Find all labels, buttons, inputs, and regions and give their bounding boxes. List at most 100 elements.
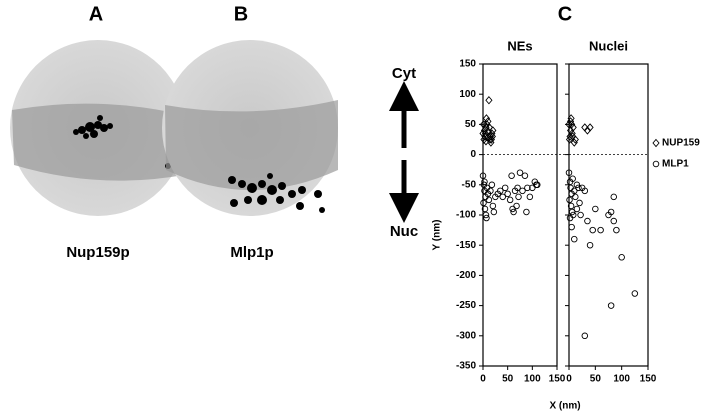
- point: [487, 187, 494, 195]
- x-axis-label: X (nm): [549, 401, 580, 412]
- point: [566, 214, 574, 222]
- point: [577, 211, 584, 219]
- point: [482, 211, 490, 219]
- point: [597, 226, 604, 234]
- point: [513, 202, 520, 210]
- y-tick-label: 50: [465, 119, 477, 130]
- x-tick-label: 100: [524, 374, 541, 385]
- panel-label: B: [234, 3, 248, 25]
- y-axis-label: Y (nm): [432, 220, 443, 251]
- x-tick-label: 150: [549, 374, 566, 385]
- point: [479, 172, 487, 179]
- point: [565, 169, 573, 176]
- panel-label: C: [558, 3, 572, 25]
- point: [483, 214, 490, 222]
- point: [569, 123, 577, 132]
- point: [573, 205, 581, 213]
- point: [480, 126, 489, 135]
- x-tick-label: 0: [566, 374, 572, 385]
- y-tick-label: -50: [462, 179, 477, 190]
- x-tick-label: 0: [480, 374, 486, 385]
- point: [480, 199, 487, 207]
- point: [485, 196, 493, 204]
- point: [566, 117, 575, 126]
- point: [610, 193, 618, 201]
- panel-label: A: [89, 3, 103, 25]
- point: [479, 129, 487, 138]
- point: [607, 208, 615, 216]
- point: [576, 199, 583, 207]
- y-tick-label: -100: [456, 210, 476, 221]
- point: [489, 202, 497, 210]
- point: [571, 235, 578, 243]
- point: [586, 241, 594, 249]
- point: [514, 184, 521, 192]
- point: [607, 302, 615, 309]
- plot-frame: [568, 63, 649, 367]
- point: [566, 126, 575, 135]
- point: [573, 181, 581, 189]
- point: [575, 184, 582, 192]
- y-tick-label: 150: [459, 59, 476, 70]
- x-tick-label: 100: [613, 374, 630, 385]
- x-tick-label: 50: [590, 374, 602, 385]
- point: [484, 127, 493, 136]
- point: [565, 120, 573, 129]
- point: [485, 96, 493, 105]
- caption: Mlp1p: [230, 244, 273, 261]
- point: [504, 190, 511, 198]
- point: [568, 129, 576, 138]
- point: [484, 117, 492, 126]
- point: [584, 217, 591, 225]
- y-tick-label: -300: [456, 330, 476, 341]
- point: [571, 135, 579, 144]
- x-tick-label: 150: [640, 374, 657, 385]
- point: [592, 205, 599, 213]
- chart-title: Nuclei: [589, 38, 628, 53]
- x-tick-label: 50: [502, 374, 514, 385]
- y-tick-label: -200: [456, 270, 476, 281]
- y-tick-label: -250: [456, 300, 476, 311]
- y-tick-label: -150: [456, 240, 476, 251]
- y-tick-label: 100: [459, 89, 476, 100]
- point: [508, 172, 515, 179]
- arrow-label: Cyt: [392, 65, 416, 82]
- point: [488, 181, 496, 189]
- point: [581, 332, 589, 340]
- point: [567, 114, 575, 123]
- point: [515, 193, 522, 201]
- point: [519, 187, 526, 195]
- point: [534, 181, 541, 189]
- point: [516, 169, 524, 176]
- chart-title: NEs: [507, 38, 532, 53]
- point: [589, 226, 596, 234]
- point: [485, 123, 494, 132]
- point: [618, 254, 625, 261]
- micrograph-b: [162, 40, 338, 216]
- caption: Nup159p: [66, 244, 129, 261]
- point: [581, 187, 589, 195]
- point: [568, 208, 576, 216]
- point: [572, 193, 579, 201]
- point: [631, 290, 639, 297]
- point: [568, 223, 575, 231]
- legend-label: NUP159: [662, 138, 700, 149]
- point: [566, 132, 574, 141]
- point: [569, 175, 576, 183]
- legend-marker: [652, 138, 660, 148]
- point: [482, 114, 491, 123]
- legend-label: MLP1: [662, 159, 689, 170]
- point: [583, 126, 592, 135]
- point: [506, 196, 514, 204]
- point: [524, 184, 531, 192]
- legend-marker: [652, 160, 660, 168]
- y-tick-label: -350: [456, 361, 476, 372]
- point: [510, 208, 517, 216]
- point: [613, 226, 620, 234]
- point: [481, 205, 489, 213]
- point: [567, 202, 575, 210]
- micrograph-a: [10, 40, 186, 216]
- point: [481, 178, 488, 186]
- point: [501, 184, 509, 192]
